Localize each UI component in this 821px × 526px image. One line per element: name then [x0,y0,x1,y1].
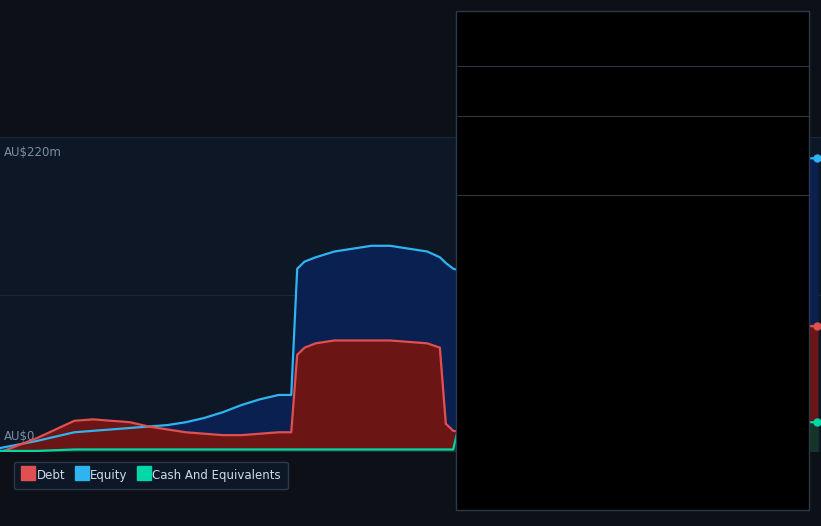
Text: 43.0%: 43.0% [604,166,642,176]
Text: AU$88.413m: AU$88.413m [727,87,799,97]
Text: AU$220m: AU$220m [4,146,62,159]
Text: Cash And Equivalents: Cash And Equivalents [466,215,587,225]
Text: AU$20.770m: AU$20.770m [727,215,799,225]
Text: AU$205.520m: AU$205.520m [719,137,799,147]
Legend: Debt, Equity, Cash And Equivalents: Debt, Equity, Cash And Equivalents [14,462,288,489]
Text: AU$0: AU$0 [4,430,35,443]
Text: Dec 31 2024: Dec 31 2024 [466,37,548,50]
Text: Debt/Equity Ratio: Debt/Equity Ratio [643,166,744,176]
Text: Debt: Debt [466,87,493,97]
Text: Equity: Equity [466,137,501,147]
